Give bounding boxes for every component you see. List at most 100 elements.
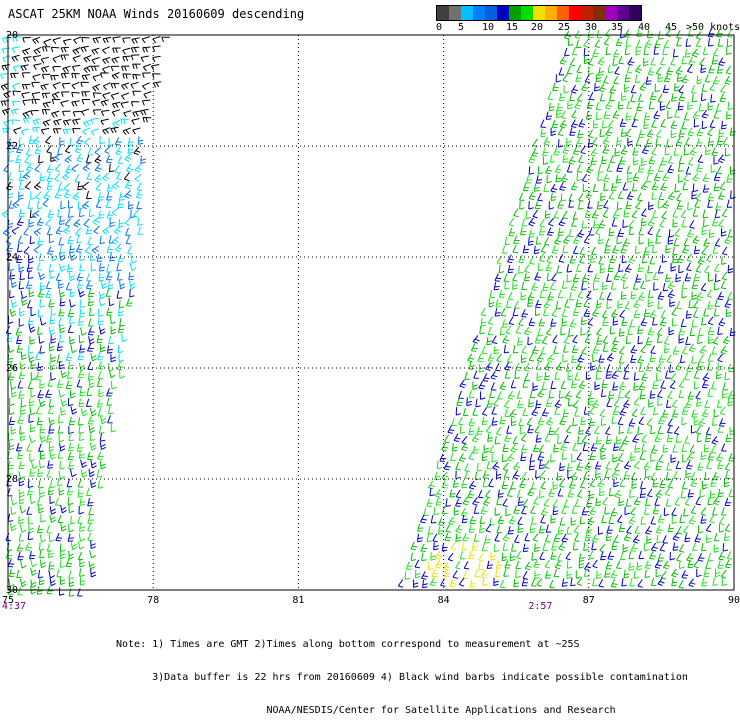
wind-barb xyxy=(638,236,644,245)
wind-barb xyxy=(716,65,724,74)
wind-barb xyxy=(48,569,55,579)
wind-barb xyxy=(520,227,527,236)
wind-barb xyxy=(684,497,691,506)
wind-barb xyxy=(50,479,56,489)
wind-barb xyxy=(575,73,582,82)
wind-barb xyxy=(611,309,619,318)
wind-barb xyxy=(695,390,701,400)
wind-barb xyxy=(132,90,141,97)
wind-barb xyxy=(637,325,644,334)
wind-barb xyxy=(431,568,439,578)
wind-barb xyxy=(553,444,559,453)
wind-barb xyxy=(567,398,574,407)
wind-barb xyxy=(8,262,14,272)
wind-barb xyxy=(73,218,81,228)
wind-barb xyxy=(535,299,542,308)
wind-barb xyxy=(693,559,699,569)
wind-barb xyxy=(561,318,568,327)
wind-barb xyxy=(443,461,451,471)
wind-barb xyxy=(25,542,32,551)
wind-barb xyxy=(647,265,653,274)
wind-barb xyxy=(8,144,15,154)
wind-barb xyxy=(1,47,11,54)
wind-barb xyxy=(494,436,500,445)
wind-barb xyxy=(725,308,732,318)
wind-barb xyxy=(554,164,562,174)
wind-barb xyxy=(534,570,540,580)
wind-barb xyxy=(72,55,81,63)
wind-barb xyxy=(534,200,542,209)
wind-barb xyxy=(625,38,631,47)
wind-barb xyxy=(685,166,692,175)
wind-barb xyxy=(117,272,123,281)
wind-barb xyxy=(621,317,628,326)
wind-barb xyxy=(68,442,75,452)
wind-barb xyxy=(117,324,125,333)
wind-barb xyxy=(588,490,595,499)
wind-barb xyxy=(680,318,687,327)
wind-barb xyxy=(591,308,600,317)
wind-barb xyxy=(612,48,620,58)
wind-barb xyxy=(19,425,25,435)
wind-barb xyxy=(118,219,125,228)
wind-barb xyxy=(670,120,678,129)
wind-barb xyxy=(468,417,476,427)
wind-barb xyxy=(97,371,104,380)
wind-barb xyxy=(631,118,637,128)
wind-barb xyxy=(540,119,546,128)
wind-barb xyxy=(655,137,661,146)
wind-barb xyxy=(603,182,609,192)
wind-barb xyxy=(505,325,512,335)
wind-barb xyxy=(651,181,659,191)
wind-barb xyxy=(626,191,634,200)
wind-barb xyxy=(696,398,702,407)
wind-barb xyxy=(592,220,599,229)
wind-barb xyxy=(481,542,488,552)
wind-barb xyxy=(10,497,18,506)
wind-barb xyxy=(583,298,589,308)
legend-swatch xyxy=(617,6,629,20)
wind-barb xyxy=(79,387,86,397)
wind-barb xyxy=(657,425,664,434)
wind-barb xyxy=(678,129,685,138)
wind-barb xyxy=(42,101,51,109)
wind-barb xyxy=(485,362,493,371)
wind-barb xyxy=(76,234,82,243)
wind-barb xyxy=(89,407,97,417)
wind-barb xyxy=(671,507,677,517)
wind-barb xyxy=(571,505,578,514)
wind-barb xyxy=(625,112,632,121)
wind-barb xyxy=(453,433,461,442)
wind-barb xyxy=(592,183,599,193)
wind-barb xyxy=(88,336,95,345)
wind-barb xyxy=(93,225,100,235)
wind-barb xyxy=(16,344,23,353)
wind-barb xyxy=(657,334,663,344)
wind-barb xyxy=(10,389,17,398)
wind-barb xyxy=(79,450,85,459)
wind-barb xyxy=(89,379,95,388)
wind-barb xyxy=(79,299,86,309)
wind-barb xyxy=(9,568,16,578)
wind-barb xyxy=(588,129,594,138)
legend-swatch xyxy=(593,6,605,20)
legend-swatch xyxy=(437,6,449,20)
wind-barb xyxy=(538,227,546,236)
wind-barb xyxy=(128,200,134,210)
wind-barb xyxy=(601,155,608,165)
wind-barb xyxy=(660,380,666,389)
wind-barb xyxy=(413,579,419,588)
wind-barb xyxy=(674,497,680,506)
wind-barb xyxy=(638,226,644,236)
wind-barb xyxy=(482,470,490,479)
wind-barb xyxy=(696,568,702,578)
wind-barb xyxy=(473,533,480,542)
wind-barb xyxy=(8,441,15,451)
wind-barb xyxy=(476,463,483,472)
wind-barb xyxy=(620,272,628,282)
legend-swatch xyxy=(509,6,521,20)
wind-barb xyxy=(111,109,120,117)
wind-barb xyxy=(5,550,13,559)
wind-barb xyxy=(612,406,620,416)
